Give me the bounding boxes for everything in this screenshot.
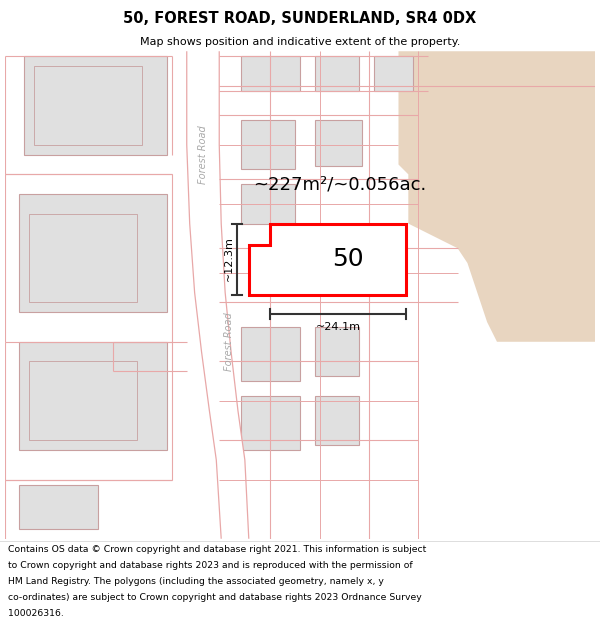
Bar <box>315 327 359 376</box>
Text: ~227m²/~0.056ac.: ~227m²/~0.056ac. <box>253 175 426 193</box>
Text: Forest Road: Forest Road <box>199 125 208 184</box>
Bar <box>29 214 137 302</box>
Text: 50: 50 <box>332 247 364 271</box>
Bar <box>19 342 167 450</box>
Text: co-ordinates) are subject to Crown copyright and database rights 2023 Ordnance S: co-ordinates) are subject to Crown copyr… <box>8 592 422 602</box>
Text: 50, FOREST ROAD, SUNDERLAND, SR4 0DX: 50, FOREST ROAD, SUNDERLAND, SR4 0DX <box>124 11 476 26</box>
Bar <box>374 56 413 91</box>
Bar <box>19 194 167 312</box>
Bar <box>241 184 295 224</box>
Bar <box>24 56 167 154</box>
Bar <box>241 120 295 169</box>
Text: to Crown copyright and database rights 2023 and is reproduced with the permissio: to Crown copyright and database rights 2… <box>8 561 412 570</box>
Bar <box>241 396 300 450</box>
Bar <box>315 120 362 166</box>
Bar <box>29 361 137 440</box>
Text: HM Land Registry. The polygons (including the associated geometry, namely x, y: HM Land Registry. The polygons (includin… <box>8 577 383 586</box>
Bar <box>34 66 142 145</box>
Bar <box>241 327 300 381</box>
Text: 100026316.: 100026316. <box>8 609 64 618</box>
Text: ~12.3m: ~12.3m <box>224 237 234 281</box>
Text: Contains OS data © Crown copyright and database right 2021. This information is : Contains OS data © Crown copyright and d… <box>8 545 426 554</box>
Bar <box>241 56 300 91</box>
Text: Map shows position and indicative extent of the property.: Map shows position and indicative extent… <box>140 37 460 47</box>
Bar <box>315 56 359 91</box>
Text: Forest Road: Forest Road <box>224 312 234 371</box>
Bar <box>315 396 359 445</box>
Text: ~24.1m: ~24.1m <box>316 322 361 332</box>
Polygon shape <box>249 224 406 294</box>
Polygon shape <box>398 51 595 342</box>
Polygon shape <box>187 51 249 539</box>
Bar <box>19 484 98 529</box>
